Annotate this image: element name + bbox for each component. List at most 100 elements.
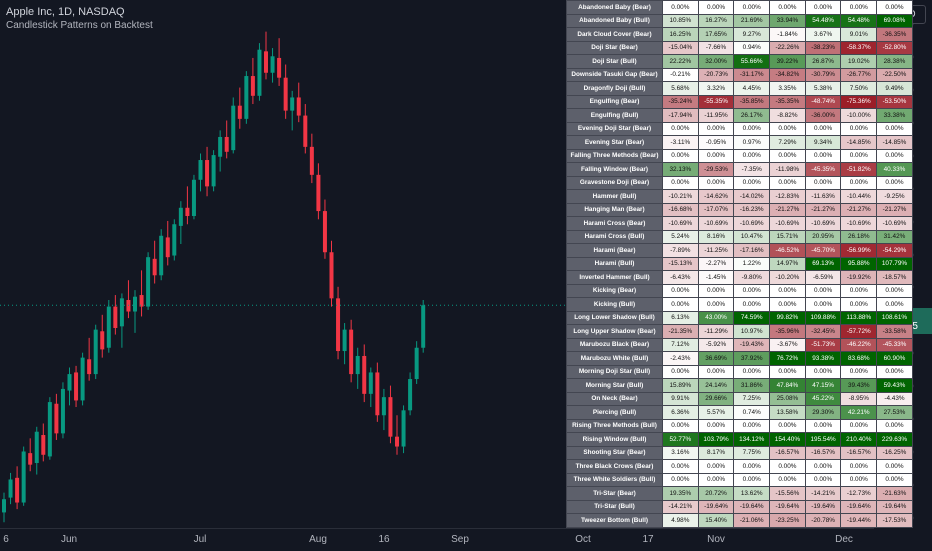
candle [106, 299, 111, 353]
table-row: Kicking (Bull) 0.00% 0.00% 0.00% 0.00% 0.00% 0… [566, 297, 913, 312]
table-row: Engulfing (Bull) -17.94% -11.95% 26.17% -8.8… [566, 108, 913, 123]
return-cell: 27.53% [876, 405, 913, 420]
time-tick: 6 [3, 534, 9, 545]
return-cell: 0.94% [733, 40, 771, 55]
return-cell: -4.43% [876, 391, 913, 406]
time-axis[interactable]: 6 Jun Jul Aug 16 Sep Oct 17 Nov Dec [0, 528, 874, 551]
time-tick: 17 [642, 534, 654, 545]
table-row: Abandoned Baby (Bull) 10.85% 16.27% 21.69% 3… [566, 13, 913, 28]
table-row: Tweezer Bottom (Bull) 4.98% 15.40% -21.06% -… [566, 513, 913, 528]
return-cell: 3.16% [662, 445, 699, 460]
return-cell: -57.72% [840, 324, 878, 339]
pattern-label: Inverted Hammer (Bull) [566, 270, 663, 285]
return-cell: -8.82% [769, 108, 806, 123]
return-cell: -10.44% [840, 189, 878, 204]
time-tick: Oct [575, 534, 591, 545]
table-row: Harami Cross (Bear) -10.69% -10.69% -10.69%… [566, 216, 913, 231]
return-cell: 0.00% [733, 175, 771, 190]
return-cell: 26.18% [840, 229, 878, 244]
return-cell: 0.00% [876, 283, 913, 298]
return-cell: 17.65% [697, 27, 735, 42]
return-cell: 107.79% [876, 256, 913, 271]
return-cell: -10.69% [733, 216, 771, 231]
return-cell: 0.00% [876, 297, 913, 312]
return-cell: -1.45% [697, 270, 735, 285]
return-cell: 0.00% [662, 283, 699, 298]
return-cell: 6.36% [662, 405, 699, 420]
candle [414, 341, 419, 384]
candle [47, 397, 52, 460]
return-cell: 0.00% [840, 472, 878, 487]
candle [375, 362, 380, 422]
return-cell: 93.38% [804, 351, 842, 366]
chart-legend: Apple Inc, 1D, NASDAQ Candlestick Patter… [6, 6, 153, 31]
candle [146, 252, 151, 310]
return-cell: 37.92% [733, 351, 771, 366]
candle [152, 240, 157, 284]
candle [264, 31, 268, 80]
candle [74, 365, 79, 408]
return-cell: 0.00% [662, 459, 699, 474]
return-cell: 45.22% [804, 391, 842, 406]
time-tick: 16 [378, 534, 390, 545]
return-cell: -6.43% [662, 270, 699, 285]
return-cell: -15.56% [769, 486, 806, 501]
return-cell: -38.23% [804, 40, 842, 55]
return-cell: -17.53% [876, 513, 913, 528]
return-cell: -10.21% [662, 189, 699, 204]
return-cell: 33.94% [769, 13, 806, 28]
return-cell: 16.27% [697, 13, 735, 28]
return-cell: 0.00% [804, 472, 842, 487]
return-cell: 5.38% [804, 81, 842, 96]
return-cell: -0.21% [662, 67, 699, 82]
pattern-label: Falling Three Methods (Bear) [566, 148, 663, 163]
pattern-label: Abandoned Baby (Bull) [566, 13, 663, 28]
table-row: Doji Star (Bull) 22.22% 32.00% 55.66% 39.22%… [566, 54, 913, 69]
return-cell: -18.57% [876, 270, 913, 285]
return-cell: 26.87% [804, 54, 842, 69]
return-cell: -10.20% [769, 270, 806, 285]
table-row: Morning Star (Bull) 15.89% 24.14% 31.86% 47.… [566, 378, 913, 393]
table-row: Three Black Crows (Bear) 0.00% 0.00% 0.00% 0… [566, 459, 913, 474]
return-cell: 10.47% [733, 229, 771, 244]
pattern-label: Hammer (Bull) [566, 189, 663, 204]
return-cell: -48.74% [804, 94, 842, 109]
candle [237, 87, 242, 129]
return-cell: 9.01% [840, 27, 878, 42]
return-cell: -36.00% [804, 108, 842, 123]
return-cell: 0.00% [769, 297, 806, 312]
return-cell: 5.24% [662, 229, 699, 244]
return-cell: -1.84% [769, 27, 806, 42]
table-row: Harami (Bull) -15.13% -2.27% 1.22% 14.97% 69.… [566, 256, 913, 271]
return-cell: -7.66% [697, 40, 735, 55]
return-cell: 0.00% [840, 364, 878, 379]
return-cell: 0.00% [733, 459, 771, 474]
time-tick: Aug [309, 534, 327, 545]
table-row: On Neck (Bear) 9.91% 29.66% 7.25% 25.08% 45.2… [566, 391, 913, 406]
candle [362, 344, 367, 403]
return-cell: 52.77% [662, 432, 699, 447]
return-cell: 19.02% [840, 54, 878, 69]
table-row: Hanging Man (Bear) -16.68% -17.07% -16.23% -… [566, 202, 913, 217]
candle [322, 199, 327, 259]
return-cell: 9.34% [804, 135, 842, 150]
table-row: Shooting Star (Bear) 3.16% 8.17% 7.75% -16.5… [566, 445, 913, 460]
candle [191, 174, 196, 220]
pattern-label: Downside Tasuki Gap (Bear) [566, 67, 663, 82]
return-cell: 83.68% [840, 351, 878, 366]
table-row: Harami (Bear) -7.89% -11.25% -17.16% -46.52%… [566, 243, 913, 258]
pattern-label: Three White Soldiers (Bull) [566, 472, 663, 487]
candle [34, 426, 39, 475]
chart-area[interactable]: Apple Inc, 1D, NASDAQ Candlestick Patter… [0, 0, 913, 528]
return-cell: 15.71% [769, 229, 806, 244]
return-cell: -21.06% [733, 513, 771, 528]
pattern-label: On Neck (Bear) [566, 391, 663, 406]
return-cell: -2.43% [662, 351, 699, 366]
candle [270, 48, 275, 83]
return-cell: 0.00% [804, 297, 842, 312]
return-cell: 0.00% [804, 148, 842, 163]
return-cell: -9.80% [733, 270, 771, 285]
return-cell: 0.00% [697, 148, 735, 163]
return-cell: 0.00% [662, 175, 699, 190]
return-cell: -14.21% [662, 499, 699, 514]
